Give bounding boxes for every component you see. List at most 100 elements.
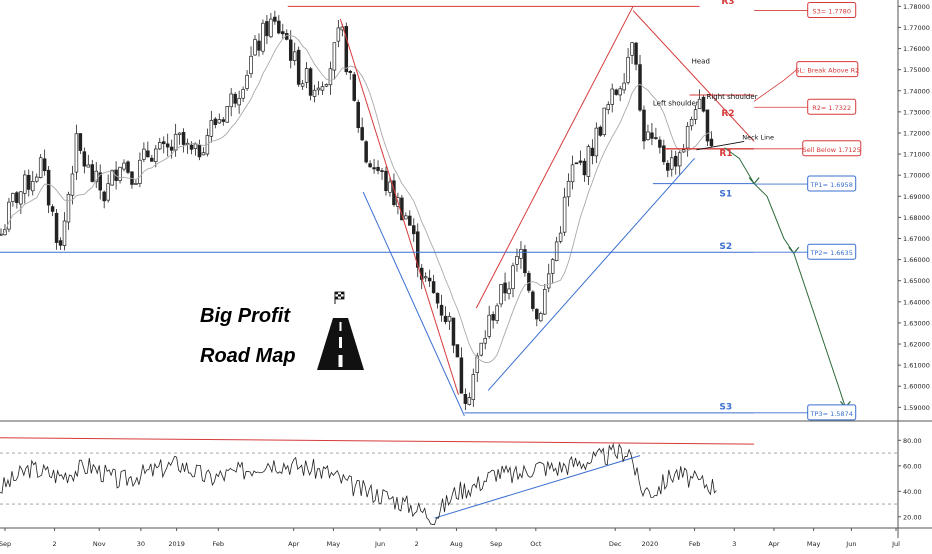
candle-body — [539, 313, 543, 322]
candle-body — [531, 291, 535, 309]
candle-body — [23, 174, 27, 194]
candle-body — [332, 42, 337, 71]
candle-body — [292, 51, 297, 61]
candle-body — [138, 159, 142, 184]
candle-body — [582, 160, 587, 176]
candle-body — [221, 119, 226, 122]
candle-body — [277, 20, 281, 34]
candle-body — [189, 144, 194, 150]
x-tick-label: 2019 — [168, 540, 185, 548]
checkered-flag-icon — [334, 291, 345, 304]
candle-body — [42, 158, 47, 172]
candle-body — [27, 174, 31, 190]
arrow-head-tp1 — [748, 177, 760, 185]
x-tick-label: Jun — [374, 540, 385, 548]
candle-body — [241, 89, 245, 99]
candle-body — [685, 125, 690, 149]
candle-body — [586, 146, 591, 177]
y-tick-label: 1.59000 — [903, 404, 930, 412]
candle-body — [94, 170, 98, 183]
candle-body — [165, 143, 170, 148]
candle-body — [670, 157, 674, 170]
candle-body — [455, 344, 460, 358]
candle-body — [388, 181, 392, 193]
candle-body — [566, 180, 571, 198]
candle-body — [689, 118, 694, 127]
candle-body — [658, 139, 662, 148]
candle-body — [447, 316, 452, 322]
candle-body — [34, 176, 39, 182]
up-channel-top-red — [475, 6, 634, 309]
y-tick-label: 1.76000 — [903, 45, 930, 53]
candle-body — [614, 89, 618, 95]
tag-tp1: TP1= 1.6958 — [810, 181, 853, 189]
candle-body — [364, 141, 368, 163]
candle-body — [459, 357, 464, 394]
candle-body — [58, 240, 63, 246]
tag-r2-box — [807, 98, 857, 115]
candle-body — [439, 304, 444, 316]
tag-r2: R2= 1.7322 — [812, 104, 851, 112]
candle-body — [122, 162, 126, 170]
road-icon — [317, 318, 364, 370]
y-tick-label: 1.73000 — [903, 108, 930, 116]
candle-body — [233, 93, 237, 104]
candle-body — [134, 183, 138, 185]
candle-body — [261, 22, 265, 52]
label-r2: R2 — [721, 109, 734, 119]
rsi-tick-label: 60.00 — [903, 462, 922, 470]
tag-tp1-box — [807, 175, 857, 192]
candle-body — [491, 314, 495, 321]
candle-body — [709, 138, 714, 147]
tag-r3-box — [807, 2, 857, 19]
candle-body — [316, 87, 321, 91]
candle-body — [507, 288, 511, 294]
candle-body — [154, 148, 158, 162]
candle-body — [197, 144, 202, 158]
candle-body — [273, 16, 277, 22]
y-tick-label: 1.68000 — [903, 214, 930, 222]
x-tick-label: Apr — [288, 540, 300, 548]
candle-body — [66, 193, 71, 223]
candle-body — [229, 93, 233, 108]
candle-body — [161, 141, 166, 145]
tag-sl: SL: Break Above R2 — [795, 67, 859, 75]
candle-body — [515, 256, 519, 265]
candle-body — [574, 162, 579, 165]
candle-body — [602, 107, 607, 135]
x-tick-label: 3 — [732, 540, 736, 548]
candle-body — [384, 170, 388, 192]
candle-body — [598, 126, 603, 136]
candle-body — [562, 196, 567, 233]
candle-body — [467, 397, 472, 405]
candle-body — [201, 152, 206, 156]
label-r3: R3 — [721, 0, 734, 7]
candle-body — [11, 193, 15, 202]
candle-body — [511, 265, 515, 290]
candle-body — [102, 191, 106, 202]
label-head: Head — [692, 57, 710, 65]
candle-body — [328, 68, 333, 86]
y-tick-label: 1.74000 — [903, 87, 930, 95]
candle-body — [487, 314, 491, 337]
candle-body — [308, 68, 313, 96]
candle-body — [344, 26, 349, 73]
axes: 1.78000 1.77000 1.76000 1.75000 1.74000 1.730… — [0, 3, 930, 548]
candle-body — [666, 162, 670, 171]
candle-body — [209, 120, 214, 137]
candle-body — [471, 374, 476, 400]
candle-body — [312, 89, 317, 97]
candle-body — [90, 164, 95, 182]
candle-body — [320, 86, 325, 91]
candle-body — [519, 249, 523, 259]
candle-body — [443, 315, 448, 323]
candle-body — [217, 119, 222, 124]
candle-body — [360, 127, 364, 141]
x-tick-label: Dec — [609, 540, 622, 548]
candle-body — [435, 292, 440, 304]
trendlines: R3 R2 R1 S1 S2 S3 Head Left shoulder Right shoul… — [0, 0, 862, 421]
candles — [0, 10, 714, 411]
candle-body — [158, 142, 162, 150]
